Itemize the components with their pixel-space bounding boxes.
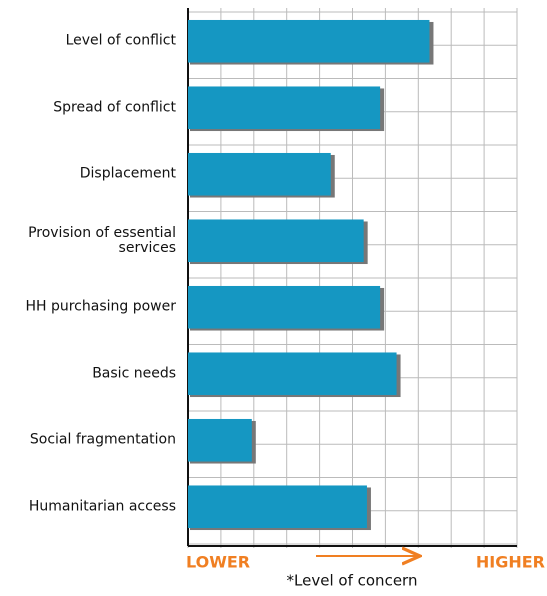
y-tick-label: Spread of conflict bbox=[53, 99, 176, 116]
bar bbox=[188, 152, 331, 196]
bar bbox=[188, 285, 381, 329]
bar bbox=[188, 485, 367, 529]
y-tick-label: HH purchasing power bbox=[25, 298, 176, 315]
y-tick-label: Social fragmentation bbox=[29, 431, 176, 448]
bar bbox=[188, 86, 381, 130]
y-tick-label: Level of conflict bbox=[65, 32, 176, 49]
bar bbox=[188, 418, 252, 462]
x-high-label: HIGHER bbox=[476, 553, 545, 572]
x-low-label: LOWER bbox=[186, 553, 250, 572]
y-tick-label: Humanitarian access bbox=[28, 498, 176, 515]
y-tick-label: Displacement bbox=[79, 165, 176, 182]
bar bbox=[188, 19, 430, 63]
y-tick-label: Provision of essential services bbox=[28, 224, 176, 256]
y-tick-label: Basic needs bbox=[92, 365, 176, 382]
x-axis-label: *Level of concern bbox=[287, 572, 418, 590]
bar bbox=[188, 219, 364, 263]
bar bbox=[188, 352, 397, 396]
